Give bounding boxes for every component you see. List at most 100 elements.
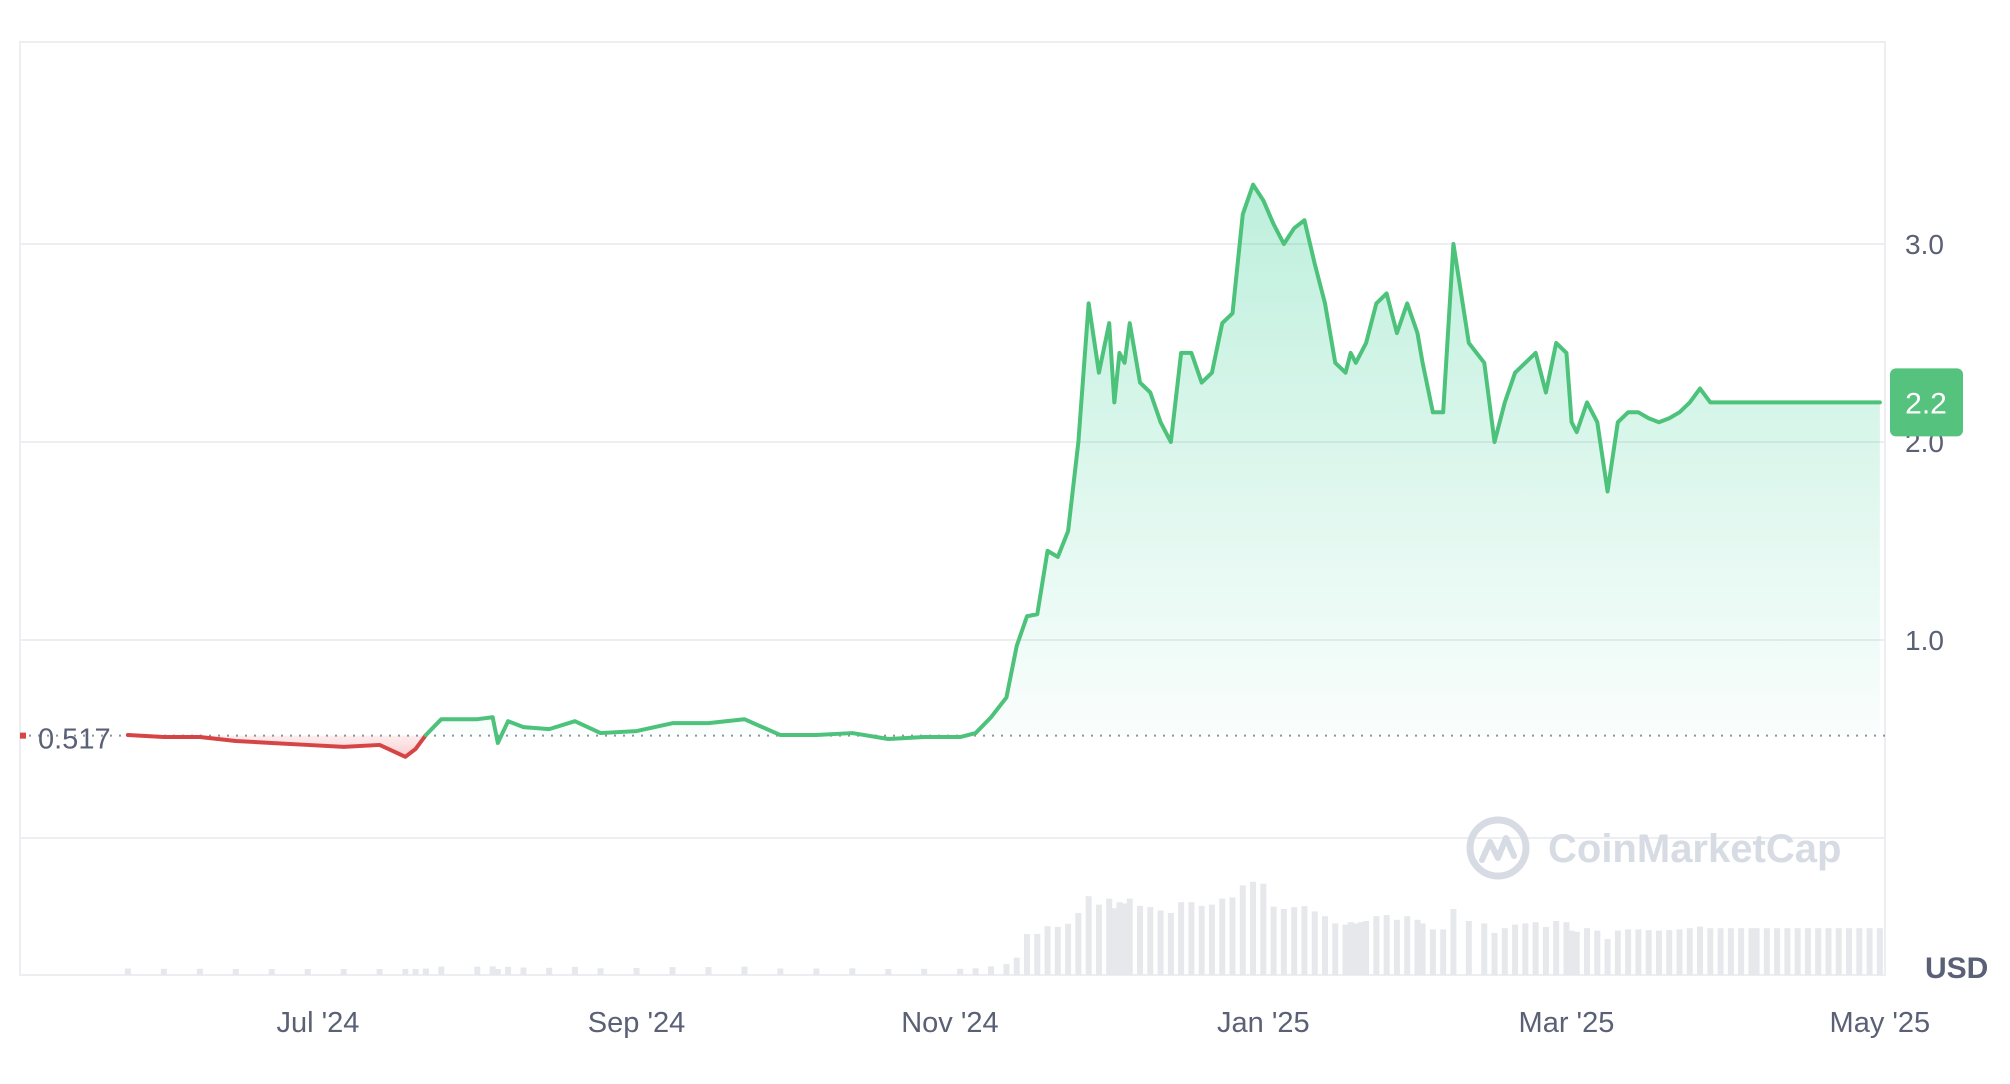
volume-bar xyxy=(1542,927,1549,975)
volume-bar xyxy=(1876,928,1883,975)
volume-bar xyxy=(232,969,239,975)
volume-bar xyxy=(1594,930,1601,975)
volume-bar xyxy=(1835,928,1842,975)
coinmarketcap-watermark: CoinMarketCap xyxy=(1466,816,1841,880)
volume-bar xyxy=(1250,881,1257,975)
volume-bar xyxy=(1738,928,1745,975)
volume-bar xyxy=(412,969,419,975)
volume-bar xyxy=(1512,924,1519,975)
volume-bar xyxy=(1707,928,1714,975)
up-area-fill xyxy=(425,184,1880,743)
volume-bar xyxy=(1522,923,1529,975)
volume-bar xyxy=(1239,885,1246,975)
volume-bar xyxy=(1717,928,1724,975)
volume-bar xyxy=(1167,913,1174,975)
x-tick-label: May '25 xyxy=(1830,1007,1931,1039)
volume-bar xyxy=(1301,906,1308,975)
volume-bar xyxy=(1440,929,1447,975)
volume-bar xyxy=(1332,923,1339,975)
volume-bar xyxy=(1291,907,1298,975)
volume-bar xyxy=(438,966,445,975)
volume-bar xyxy=(1157,910,1164,975)
volume-bar xyxy=(1686,928,1693,975)
volume-bar xyxy=(1697,926,1704,975)
volume-bar xyxy=(1727,928,1734,975)
volume-bar xyxy=(1866,928,1873,975)
logo-wave xyxy=(1479,835,1517,863)
volume-bar xyxy=(1532,922,1539,975)
volume-bar xyxy=(1095,904,1102,975)
volume-bar xyxy=(988,966,995,975)
volume-bar xyxy=(1414,919,1421,975)
volume-bar xyxy=(1347,922,1354,975)
volume-bar xyxy=(1357,922,1364,975)
x-tick-label: Sep '24 xyxy=(588,1007,685,1039)
volume-bar xyxy=(1825,928,1832,975)
baseline-label: 0.517 xyxy=(38,724,111,756)
volume-bar xyxy=(1311,911,1318,975)
volume-bar xyxy=(474,966,481,975)
volume-bar xyxy=(1208,904,1215,975)
volume-bar xyxy=(1229,897,1236,975)
volume-bar xyxy=(546,967,553,975)
volume-bar xyxy=(1003,963,1010,975)
volume-bar xyxy=(1023,934,1030,975)
volume-bar xyxy=(1321,916,1328,975)
down-area-fill xyxy=(127,735,426,757)
y-tick-label: 1.0 xyxy=(1905,625,1944,656)
volume-bar xyxy=(1106,898,1113,975)
volume-bar xyxy=(1804,928,1811,975)
volume-bar xyxy=(957,968,964,975)
volume-bar xyxy=(1065,923,1072,975)
volume-bar xyxy=(1137,905,1144,975)
volume-bar xyxy=(1121,903,1128,975)
current-price-badge: 2.2 xyxy=(1890,368,1963,437)
volume-bar xyxy=(1383,915,1390,975)
volume-bar xyxy=(268,969,275,975)
volume-bar xyxy=(1126,898,1133,975)
volume-bar xyxy=(1501,928,1508,975)
volume-bar xyxy=(1573,931,1580,975)
volume-bar xyxy=(1404,916,1411,975)
price-line-down xyxy=(125,733,428,759)
volume-bar xyxy=(1856,928,1863,975)
volume-bar xyxy=(1363,921,1370,975)
x-tick-label: Nov '24 xyxy=(901,1007,998,1039)
volume-bar xyxy=(1219,898,1226,975)
volume-bar xyxy=(972,968,979,975)
volume-bar xyxy=(597,968,604,975)
volume-bar xyxy=(489,966,496,975)
volume-bar xyxy=(813,968,820,975)
volume-bar xyxy=(1198,905,1205,975)
volume-bar xyxy=(1013,957,1020,975)
volume-bar xyxy=(1645,930,1652,975)
volume-bar xyxy=(849,968,856,975)
volume-bar xyxy=(1563,922,1570,975)
volume-bar xyxy=(1635,929,1642,975)
volume-bar xyxy=(422,968,429,975)
volume-bar xyxy=(1491,933,1498,975)
volume-bar xyxy=(1815,928,1822,975)
volume-bar xyxy=(1604,939,1611,975)
volume-bar xyxy=(494,969,501,975)
volume-bars xyxy=(124,881,1883,975)
volume-bar xyxy=(1044,926,1051,975)
volume-bar xyxy=(196,968,203,975)
volume-bar xyxy=(1116,902,1123,975)
volume-bar xyxy=(633,968,640,975)
volume-bar xyxy=(1260,883,1267,975)
volume-bar xyxy=(160,968,167,975)
volume-bar xyxy=(885,969,892,975)
volume-bar xyxy=(1625,929,1632,975)
coinmarketcap-logo-icon xyxy=(1466,816,1530,880)
volume-bar xyxy=(1450,909,1457,975)
volume-bar xyxy=(1280,909,1287,975)
y-tick-label: 3.0 xyxy=(1905,229,1944,260)
volume-bar xyxy=(1748,928,1755,975)
currency-label: USD xyxy=(1925,952,1988,985)
volume-bar xyxy=(1553,921,1560,975)
volume-bar xyxy=(1393,919,1400,975)
baseline-marker xyxy=(20,732,26,739)
volume-bar xyxy=(1794,928,1801,975)
